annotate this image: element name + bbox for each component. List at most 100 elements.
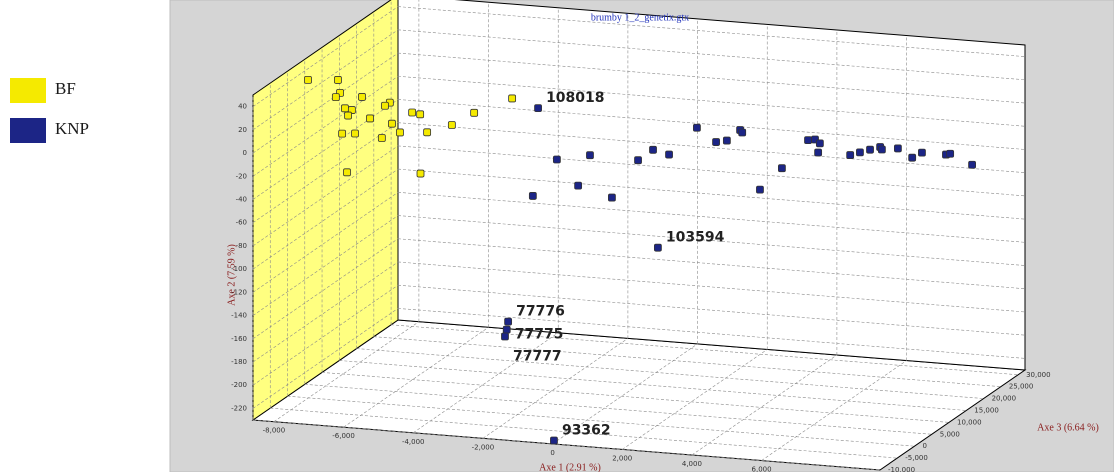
- point: [712, 138, 720, 146]
- point: [304, 75, 312, 84]
- point: [894, 144, 902, 153]
- point: [396, 128, 404, 137]
- y-tick-label: 0: [243, 149, 247, 157]
- z-tick-label: -10,000: [888, 466, 915, 472]
- point: [502, 325, 511, 334]
- point: [634, 156, 642, 165]
- z-tick-label: 30,000: [1026, 371, 1051, 379]
- point: [804, 136, 812, 144]
- x-tick-label: -4,000: [402, 438, 425, 446]
- grid-line: [252, 284, 399, 386]
- point: [344, 111, 352, 120]
- point: [778, 164, 786, 173]
- y-tick-label: -120: [231, 288, 247, 296]
- x-axis-title: Axe 1 (2.91 %): [539, 462, 601, 472]
- point: [968, 160, 976, 169]
- point: [756, 185, 764, 194]
- point: [416, 110, 425, 119]
- point: [377, 134, 386, 142]
- z-tick-label: 20,000: [992, 395, 1017, 403]
- point: [416, 169, 425, 178]
- point: [550, 436, 558, 445]
- grid-line: [252, 261, 399, 363]
- point: [608, 193, 616, 202]
- point: [552, 155, 561, 164]
- point: [501, 332, 509, 341]
- point: [408, 108, 417, 117]
- legend-swatch: [10, 78, 46, 103]
- point-label: 103594: [666, 230, 725, 246]
- grid-line: [252, 215, 399, 316]
- point: [338, 129, 347, 138]
- legend: BF KNP: [10, 78, 89, 143]
- z-tick-label: 25,000: [1009, 383, 1033, 391]
- z-axis-title: Axe 3 (6.64 %): [1037, 422, 1099, 433]
- point: [586, 151, 594, 160]
- point: [722, 136, 731, 145]
- point: [470, 108, 479, 117]
- z-tick-label: 15,000: [974, 406, 999, 414]
- x-tick-label: -2,000: [472, 443, 495, 451]
- point: [331, 93, 340, 102]
- point: [856, 148, 864, 157]
- y-tick-label: -180: [231, 358, 247, 366]
- grid-line: [252, 76, 399, 177]
- point: [908, 153, 917, 162]
- point: [381, 101, 389, 110]
- grid-line: [252, 145, 399, 247]
- z-tick-label: 5,000: [940, 430, 960, 438]
- marks: [304, 75, 976, 445]
- y-tick-label: -160: [231, 335, 247, 343]
- point: [534, 104, 542, 113]
- point: [918, 148, 926, 157]
- point: [846, 151, 855, 159]
- point: [738, 128, 747, 137]
- x-tick-label: 0: [550, 449, 554, 457]
- back-wall: [397, 0, 1026, 371]
- legend-label: BF: [55, 79, 76, 98]
- point: [508, 94, 517, 103]
- point-label: 93362: [562, 423, 611, 439]
- y-tick-label: 20: [238, 126, 247, 134]
- x-tick-label: -6,000: [332, 432, 355, 440]
- point: [528, 192, 537, 200]
- point: [504, 317, 513, 326]
- x-tick-label: 6,000: [752, 466, 772, 472]
- point-label: 108018: [546, 90, 604, 106]
- legend-label: KNP: [55, 119, 89, 138]
- point: [343, 168, 351, 177]
- point: [423, 128, 432, 137]
- point: [877, 145, 886, 154]
- point: [815, 139, 824, 148]
- x-tick-label: 2,000: [612, 454, 632, 462]
- point-label: 77776: [516, 304, 565, 320]
- point: [574, 181, 583, 190]
- y-tick-label: -20: [236, 172, 247, 180]
- point: [814, 148, 823, 157]
- point: [388, 119, 396, 128]
- chart-title: brumby 1_2_genetix.gtx: [591, 12, 689, 23]
- y-tick-label: -80: [236, 242, 247, 250]
- point: [447, 121, 456, 129]
- y-tick-label: -100: [231, 265, 247, 273]
- point: [351, 129, 359, 138]
- point: [693, 123, 701, 132]
- point: [665, 150, 673, 159]
- point: [334, 76, 342, 84]
- point: [341, 104, 349, 113]
- y-tick-label: -60: [236, 219, 247, 227]
- y-axis-title: Axe 2 (7.59 %): [226, 244, 237, 306]
- point: [358, 93, 366, 101]
- point: [946, 149, 955, 158]
- point: [366, 114, 374, 123]
- point: [653, 243, 662, 252]
- legend-swatch: [10, 118, 46, 143]
- point: [649, 145, 657, 154]
- y-tick-label: -140: [231, 312, 247, 320]
- point-label: 77777: [513, 348, 562, 364]
- y-tick-label: -220: [231, 404, 247, 412]
- walls: [251, 0, 1027, 471]
- z-tick-label: -5,000: [905, 454, 928, 462]
- x-tick-label: -8,000: [263, 427, 286, 435]
